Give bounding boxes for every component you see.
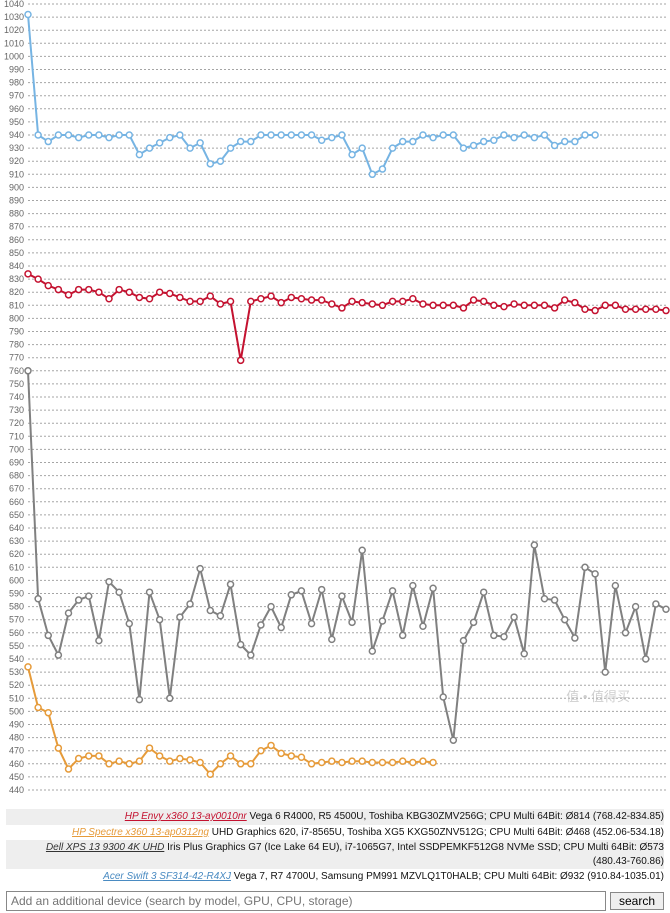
svg-text:1020: 1020: [4, 25, 24, 35]
legend-desc: Vega 6 R4000, R5 4500U, Toshiba KBG30ZMV…: [247, 811, 664, 822]
svg-text:760: 760: [9, 366, 24, 376]
svg-text:850: 850: [9, 248, 24, 258]
svg-text:900: 900: [9, 182, 24, 192]
legend-row-hp_envy: HP Envy x360 13-ay0010nr Vega 6 R4000, R…: [6, 809, 664, 825]
svg-text:950: 950: [9, 117, 24, 127]
svg-text:490: 490: [9, 720, 24, 730]
legend-link-acer_swift[interactable]: Acer Swift 3 SF314-42-R4XJ: [103, 871, 231, 882]
svg-text:530: 530: [9, 667, 24, 677]
svg-text:870: 870: [9, 222, 24, 232]
svg-text:940: 940: [9, 130, 24, 140]
svg-text:480: 480: [9, 733, 24, 743]
svg-text:990: 990: [9, 65, 24, 75]
legend: HP Envy x360 13-ay0010nr Vega 6 R4000, R…: [0, 805, 670, 889]
svg-text:650: 650: [9, 510, 24, 520]
svg-text:1040: 1040: [4, 0, 24, 9]
svg-text:610: 610: [9, 562, 24, 572]
svg-text:790: 790: [9, 327, 24, 337]
svg-text:460: 460: [9, 759, 24, 769]
svg-text:860: 860: [9, 235, 24, 245]
legend-link-dell_xps[interactable]: Dell XPS 13 9300 4K UHD: [46, 842, 164, 853]
legend-row-acer_swift: Acer Swift 3 SF314-42-R4XJ Vega 7, R7 47…: [6, 869, 664, 885]
svg-text:1000: 1000: [4, 51, 24, 61]
benchmark-chart: 440 450 460 470 480 490 500 510 520 530 540 550 560 5…: [0, 0, 670, 800]
legend-desc: Iris Plus Graphics G7 (Ice Lake 64 EU), …: [164, 842, 664, 867]
search-row: search: [0, 889, 670, 913]
svg-text:980: 980: [9, 78, 24, 88]
svg-text:690: 690: [9, 458, 24, 468]
legend-row-dell_xps: Dell XPS 13 9300 4K UHD Iris Plus Graphi…: [6, 840, 664, 869]
svg-text:590: 590: [9, 589, 24, 599]
svg-text:600: 600: [9, 575, 24, 585]
svg-text:500: 500: [9, 706, 24, 716]
svg-text:440: 440: [9, 785, 24, 795]
svg-text:640: 640: [9, 523, 24, 533]
svg-text:1030: 1030: [4, 12, 24, 22]
search-button[interactable]: search: [610, 892, 664, 910]
svg-text:520: 520: [9, 680, 24, 690]
svg-text:830: 830: [9, 274, 24, 284]
legend-desc: UHD Graphics 620, i7-8565U, Toshiba XG5 …: [209, 827, 664, 838]
search-input[interactable]: [6, 891, 606, 911]
svg-text:510: 510: [9, 693, 24, 703]
svg-text:920: 920: [9, 156, 24, 166]
chart-container: 440 450 460 470 480 490 500 510 520 530 540 550 560 5…: [0, 0, 670, 805]
svg-text:540: 540: [9, 654, 24, 664]
svg-text:700: 700: [9, 444, 24, 454]
svg-text:820: 820: [9, 287, 24, 297]
svg-text:880: 880: [9, 209, 24, 219]
svg-text:800: 800: [9, 313, 24, 323]
svg-text:810: 810: [9, 300, 24, 310]
legend-row-hp_spectre: HP Spectre x360 13-ap0312ng UHD Graphics…: [6, 825, 664, 841]
svg-text:720: 720: [9, 418, 24, 428]
svg-text:970: 970: [9, 91, 24, 101]
svg-text:780: 780: [9, 340, 24, 350]
svg-text:620: 620: [9, 549, 24, 559]
svg-text:770: 770: [9, 353, 24, 363]
svg-text:710: 710: [9, 431, 24, 441]
svg-text:750: 750: [9, 379, 24, 389]
svg-text:630: 630: [9, 536, 24, 546]
svg-text:470: 470: [9, 746, 24, 756]
svg-text:960: 960: [9, 104, 24, 114]
svg-text:890: 890: [9, 196, 24, 206]
svg-text:730: 730: [9, 405, 24, 415]
svg-text:570: 570: [9, 615, 24, 625]
legend-link-hp_spectre[interactable]: HP Spectre x360 13-ap0312ng: [72, 827, 209, 838]
svg-text:580: 580: [9, 602, 24, 612]
svg-text:840: 840: [9, 261, 24, 271]
svg-text:740: 740: [9, 392, 24, 402]
svg-text:930: 930: [9, 143, 24, 153]
svg-text:450: 450: [9, 772, 24, 782]
svg-text:560: 560: [9, 628, 24, 638]
legend-desc: Vega 7, R7 4700U, Samsung PM991 MZVLQ1T0…: [231, 871, 664, 882]
svg-text:670: 670: [9, 484, 24, 494]
legend-link-hp_envy[interactable]: HP Envy x360 13-ay0010nr: [125, 811, 247, 822]
svg-text:910: 910: [9, 169, 24, 179]
svg-text:1010: 1010: [4, 38, 24, 48]
svg-text:660: 660: [9, 497, 24, 507]
svg-text:680: 680: [9, 471, 24, 481]
svg-text:550: 550: [9, 641, 24, 651]
